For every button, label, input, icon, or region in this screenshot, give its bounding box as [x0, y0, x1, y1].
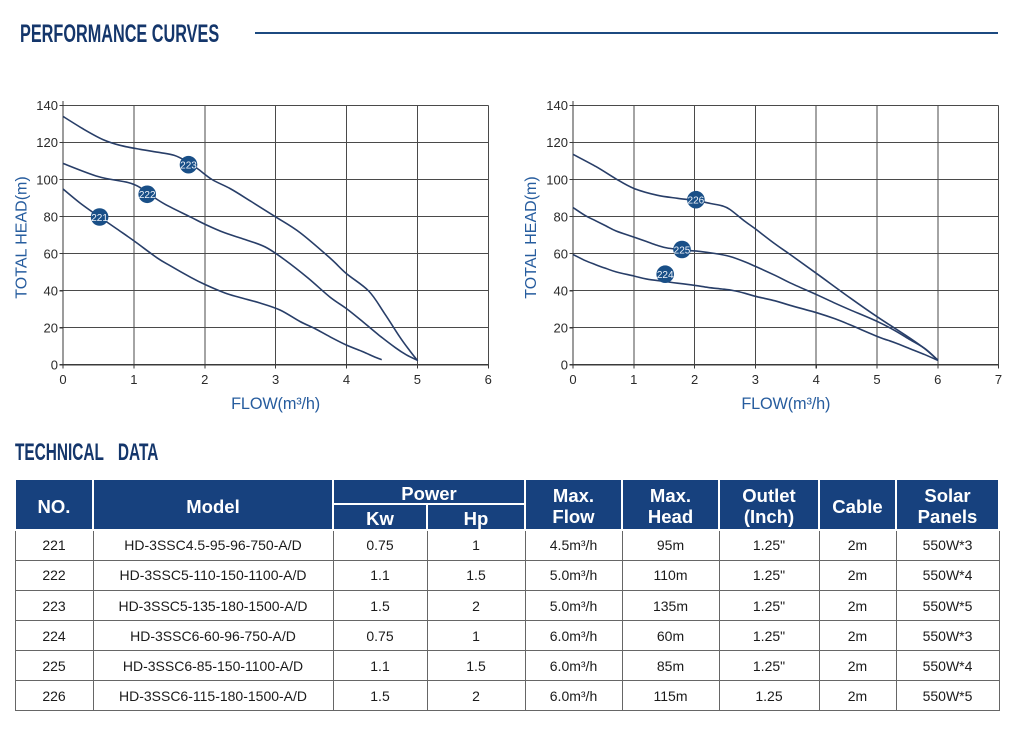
svg-text:20: 20	[44, 320, 58, 335]
svg-text:221: 221	[91, 213, 108, 224]
svg-text:100: 100	[36, 172, 58, 187]
svg-text:1: 1	[630, 372, 637, 387]
svg-text:6: 6	[934, 372, 941, 387]
svg-text:4: 4	[813, 372, 820, 387]
svg-text:100: 100	[546, 172, 568, 187]
svg-text:2: 2	[691, 372, 698, 387]
svg-text:140: 140	[36, 98, 58, 113]
svg-text:3: 3	[752, 372, 759, 387]
svg-text:6: 6	[485, 372, 492, 387]
svg-text:40: 40	[554, 283, 568, 298]
svg-text:1: 1	[130, 372, 137, 387]
svg-text:FLOW(m³/h): FLOW(m³/h)	[231, 395, 320, 413]
svg-text:5: 5	[414, 372, 421, 387]
svg-text:120: 120	[546, 135, 568, 150]
svg-text:7: 7	[995, 372, 1002, 387]
svg-text:225: 225	[674, 245, 691, 256]
svg-text:TOTAL HEAD(m): TOTAL HEAD(m)	[523, 176, 540, 298]
svg-text:5: 5	[873, 372, 880, 387]
svg-text:40: 40	[44, 283, 58, 298]
svg-text:20: 20	[554, 320, 568, 335]
svg-text:224: 224	[657, 270, 674, 281]
svg-text:0: 0	[561, 357, 568, 372]
svg-text:223: 223	[180, 161, 197, 172]
svg-text:TOTAL HEAD(m): TOTAL HEAD(m)	[14, 176, 31, 298]
svg-text:80: 80	[44, 209, 58, 224]
svg-text:226: 226	[688, 196, 705, 207]
svg-text:0: 0	[59, 372, 66, 387]
svg-text:0: 0	[51, 357, 58, 372]
svg-text:2: 2	[201, 372, 208, 387]
svg-text:80: 80	[554, 209, 568, 224]
svg-text:222: 222	[139, 190, 156, 201]
svg-text:4: 4	[343, 372, 350, 387]
svg-text:60: 60	[44, 246, 58, 261]
svg-text:3: 3	[272, 372, 279, 387]
svg-text:60: 60	[554, 246, 568, 261]
svg-text:120: 120	[36, 135, 58, 150]
svg-text:140: 140	[546, 98, 568, 113]
svg-text:FLOW(m³/h): FLOW(m³/h)	[741, 395, 830, 413]
svg-text:0: 0	[569, 372, 576, 387]
